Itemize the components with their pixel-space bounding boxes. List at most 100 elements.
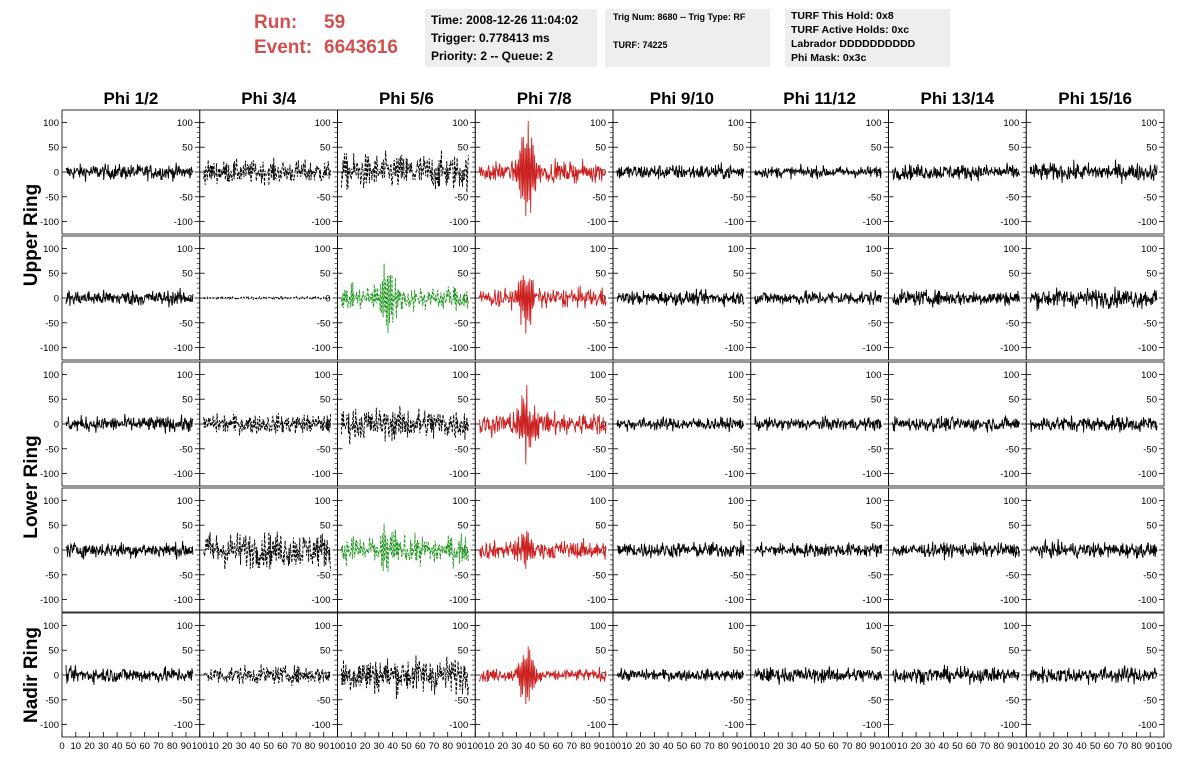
y-tick-label-right: -50 [1143, 318, 1157, 329]
y-tick-label-right: -100 [174, 469, 193, 480]
y-tick-label-right: -50 [1143, 444, 1157, 455]
y-tick-label-right: -100 [862, 595, 881, 606]
x-tick-label: 70 [153, 741, 164, 752]
y-tick-label-right: -100 [862, 343, 881, 354]
waveform-trace [65, 162, 194, 182]
waveform-trace [203, 295, 331, 301]
column-header-phi: Phi 13/14 [921, 89, 995, 108]
x-tick-label: 90 [594, 741, 605, 752]
y-tick-label-right: 0 [876, 294, 881, 305]
x-tick-label: 40 [387, 741, 398, 752]
x-tick-label: 90 [1145, 741, 1156, 752]
y-tick-label-right: -100 [449, 595, 468, 606]
y-tick-label-right: -100 [311, 469, 330, 480]
y-tick-label-left: -50 [45, 570, 59, 581]
x-tick-label: 10 [897, 741, 908, 752]
run-value: 59 [324, 12, 346, 33]
y-tick-label-right: -50 [730, 318, 744, 329]
y-tick-label-right: 50 [871, 646, 882, 657]
y-tick-label-right: -100 [1000, 217, 1019, 228]
y-tick-label-left: -50 [45, 192, 59, 203]
x-tick-label: 20 [222, 741, 233, 752]
waveform-trace [616, 416, 745, 433]
y-tick-label-left: 0 [54, 168, 59, 179]
y-tick-label-right: 100 [177, 370, 193, 381]
x-tick-label: 30 [787, 741, 798, 752]
waveform-trace [754, 666, 883, 685]
y-tick-label-right: -50 [1143, 695, 1157, 706]
y-tick-label-right: 100 [452, 496, 468, 507]
y-tick-label-right: -50 [1143, 192, 1157, 203]
waveform-trace [478, 275, 607, 334]
y-tick-label-right: 100 [452, 621, 468, 632]
y-tick-label-right: -50 [1143, 570, 1157, 581]
y-tick-label-right: -50 [317, 570, 331, 581]
y-tick-label-right: -50 [317, 695, 331, 706]
y-tick-label-right: 0 [463, 294, 468, 305]
y-tick-label-right: 50 [320, 143, 331, 154]
x-tick-label: 40 [938, 741, 949, 752]
y-tick-label-right: -50 [179, 695, 193, 706]
waveform-trace [203, 413, 332, 436]
x-tick-label: 90 [181, 741, 192, 752]
y-tick-label-left: -100 [40, 595, 59, 606]
x-tick-label: 100 [605, 741, 621, 752]
y-tick-label-right: -100 [862, 469, 881, 480]
y-tick-label-right: -50 [1006, 695, 1020, 706]
x-tick-label: 40 [1076, 741, 1087, 752]
y-tick-label-right: 100 [728, 370, 744, 381]
x-tick-label: 90 [732, 741, 743, 752]
y-tick-label-right: -100 [174, 217, 193, 228]
x-tick-label: 80 [856, 741, 867, 752]
waveform-trace [478, 646, 607, 705]
waveform-trace [478, 120, 607, 217]
y-tick-label-right: 50 [182, 143, 193, 154]
x-tick-label: 30 [98, 741, 109, 752]
y-tick-label-right: 100 [1141, 118, 1157, 129]
y-tick-label-right: -100 [174, 343, 193, 354]
waveform-trace [616, 540, 745, 559]
waveform-trace [65, 413, 194, 434]
x-tick-label: 40 [801, 741, 812, 752]
y-tick-label-right: -50 [179, 570, 193, 581]
y-tick-label-right: 0 [1014, 294, 1019, 305]
y-tick-label-right: 100 [452, 118, 468, 129]
y-tick-label-right: 0 [1152, 420, 1157, 431]
waveform-trace [892, 162, 1020, 182]
y-tick-label-left: -50 [45, 444, 59, 455]
y-tick-label-right: -50 [592, 192, 606, 203]
y-tick-label-right: 100 [866, 244, 882, 255]
column-header-phi: Phi 15/16 [1058, 89, 1132, 108]
waveform-trace [203, 157, 332, 187]
y-tick-label-right: 50 [733, 395, 744, 406]
y-tick-label-right: -50 [455, 570, 469, 581]
x-tick-label: 40 [112, 741, 123, 752]
waveform-trace [341, 406, 469, 445]
y-tick-label-right: 100 [866, 496, 882, 507]
waveform-trace [1029, 159, 1158, 184]
x-tick-label: 70 [566, 741, 577, 752]
y-tick-label-right: 50 [458, 646, 469, 657]
y-tick-label-right: -50 [592, 318, 606, 329]
x-tick-label: 20 [360, 741, 371, 752]
x-tick-label: 10 [70, 741, 81, 752]
x-tick-label: 90 [318, 741, 329, 752]
y-tick-label-right: 50 [733, 269, 744, 280]
x-tick-label: 80 [993, 741, 1004, 752]
waveform-panel: 100 100 50 50 0 0 -50 -50 -100 -100 [40, 612, 201, 738]
waveform-trace [616, 667, 745, 682]
x-tick-label: 100 [330, 741, 346, 752]
x-tick-label: 60 [966, 741, 977, 752]
y-tick-label-left: -100 [40, 469, 59, 480]
y-tick-label-right: 100 [590, 621, 606, 632]
